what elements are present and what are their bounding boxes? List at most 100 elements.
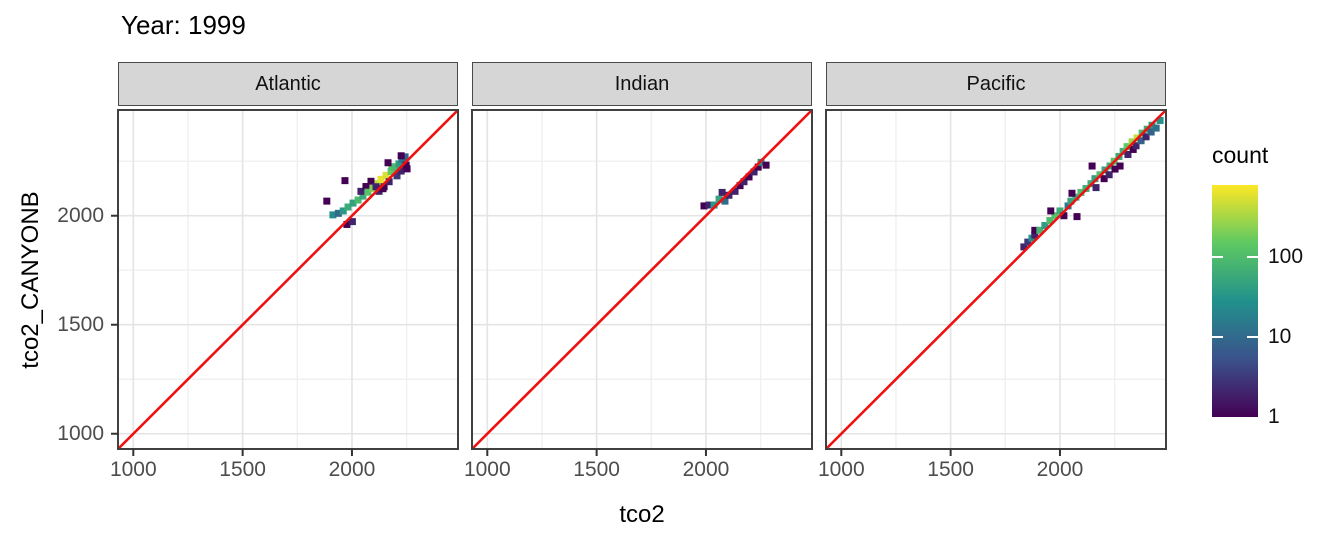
y-tick-label: 1000 — [57, 421, 104, 445]
bin-rect — [372, 183, 380, 191]
bin-rect — [1100, 175, 1108, 183]
bin-rect — [1041, 222, 1049, 230]
facet-strip-label: Atlantic — [255, 72, 321, 95]
facet-strip-atlantic: Atlantic — [118, 62, 458, 106]
bin-rect — [348, 218, 356, 226]
panel-border — [117, 109, 459, 450]
legend-title: count — [1212, 142, 1269, 168]
colorbar-tick-mark — [1247, 336, 1258, 339]
bin-rect — [1020, 243, 1028, 251]
bin-rect — [1147, 128, 1155, 136]
colorbar-tick-mark — [1247, 256, 1258, 259]
bin-rect — [1031, 226, 1039, 234]
facet-atlantic: Atlantic 1000 1500 2000 — [110, 62, 459, 481]
bin-rect — [1128, 138, 1136, 146]
bin-rect — [1124, 150, 1132, 158]
bin-rect — [1047, 207, 1055, 215]
colorbar-legend: count 100 10 1 — [1212, 142, 1303, 428]
bin-rect — [1116, 162, 1124, 170]
bin-rect — [1073, 213, 1081, 221]
bin-rect — [387, 167, 395, 175]
x-tick-label: 1500 — [219, 458, 266, 481]
facet-strip-indian: Indian — [472, 62, 812, 106]
bin-rect — [357, 187, 365, 195]
gridlines — [826, 110, 1166, 449]
bin-rect — [740, 178, 748, 186]
bin-rect — [718, 188, 726, 196]
bin-rect — [339, 207, 347, 215]
bin-rect — [1142, 133, 1150, 141]
bin-rect — [379, 185, 387, 193]
bin-rect — [710, 201, 718, 209]
bin-rect — [354, 196, 362, 204]
plot-title: Year: 1999 — [121, 10, 246, 40]
bin-rect — [403, 165, 411, 173]
bin-rect — [391, 164, 399, 172]
bin-rect — [1036, 226, 1044, 234]
bin-rect — [397, 152, 405, 160]
bin-rect — [1067, 197, 1075, 205]
x-tick-label: 1000 — [109, 458, 157, 481]
facet-strip-label: Indian — [614, 72, 670, 95]
bin-rect — [364, 188, 372, 196]
panel-border — [825, 109, 1167, 450]
facet-pacific: Pacific 1000 1500 2000 — [818, 62, 1167, 481]
identity-line — [825, 109, 1167, 450]
bin-rect — [731, 187, 739, 195]
bin-rect — [1024, 238, 1032, 246]
bin-rect — [1091, 175, 1099, 183]
bin-rect — [1068, 189, 1076, 197]
bin-rect — [343, 220, 351, 228]
bin-rect — [402, 161, 410, 169]
bin-rect — [334, 209, 342, 217]
bin-rect — [1123, 143, 1131, 151]
facet-strip-label: Pacific — [966, 72, 1026, 95]
bin-rect — [401, 153, 409, 161]
colorbar-tick-label: 100 — [1268, 245, 1304, 269]
bin-rect — [1088, 162, 1096, 170]
panel-border — [471, 109, 813, 450]
bin-rect — [384, 159, 392, 167]
bin-rect — [1046, 217, 1054, 225]
bin-rect — [349, 199, 357, 207]
axis-tick-marks — [111, 214, 353, 456]
x-tick-label: 1500 — [573, 458, 620, 481]
facet-strip-pacific: Pacific — [826, 62, 1166, 106]
x-tick-label: 2000 — [328, 458, 376, 481]
bin-rect — [385, 178, 393, 186]
bin-rect — [1092, 184, 1100, 192]
bin-rect — [736, 182, 744, 190]
bin2d-layer — [700, 158, 770, 210]
x-tick-label: 2000 — [682, 458, 730, 481]
bin-rect — [341, 177, 349, 185]
bin-rect — [344, 203, 352, 211]
bin-rect — [1077, 188, 1085, 196]
bin-rect — [1060, 212, 1068, 220]
bin-rect — [1137, 137, 1145, 145]
colorbar-tick-mark — [1212, 256, 1223, 259]
bin-rect — [745, 173, 753, 181]
bin-rect — [1051, 212, 1059, 220]
bin-rect — [700, 202, 708, 210]
bin-rect — [1105, 171, 1113, 179]
colorbar-tick-label: 10 — [1268, 325, 1292, 349]
facet-indian: Indian 1000 1500 2000 — [464, 62, 813, 481]
bin-rect — [715, 195, 723, 203]
y-tick-label: 2000 — [57, 203, 104, 227]
colorbar-gradient — [1212, 185, 1258, 417]
bin-rect — [377, 175, 385, 183]
y-tick-label: 1500 — [57, 312, 104, 336]
x-axis-title: tco2 — [619, 501, 665, 528]
bin-rect — [375, 187, 383, 195]
bin-rect — [323, 197, 331, 205]
bin-rect — [382, 171, 390, 179]
gridlines — [472, 110, 812, 449]
panel-pacific — [825, 109, 1167, 456]
bin-rect — [1056, 207, 1064, 215]
identity-line — [117, 109, 459, 450]
bin-rect — [367, 177, 375, 185]
x-tick-label: 1000 — [817, 458, 865, 481]
gridlines — [118, 110, 458, 449]
bin-rect — [395, 160, 403, 168]
identity-line — [471, 109, 813, 450]
